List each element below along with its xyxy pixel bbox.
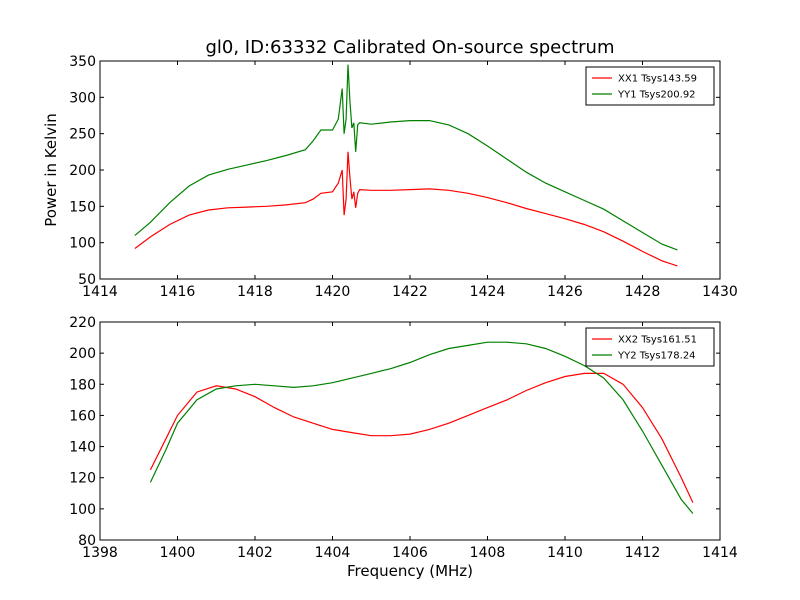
y-tick-label: 50 bbox=[78, 272, 96, 288]
x-tick-label: 1408 bbox=[470, 545, 506, 561]
x-tick-label: 1412 bbox=[625, 545, 661, 561]
y-tick-label: 200 bbox=[69, 346, 96, 362]
legend-entry: YY2 Tsys178.24 bbox=[617, 351, 696, 362]
x-tick-label: 1400 bbox=[160, 545, 196, 561]
x-tick-label: 1420 bbox=[315, 284, 351, 300]
x-tick-label: 1410 bbox=[547, 545, 583, 561]
series-line-1-0 bbox=[149, 372, 694, 503]
top-panel: 1414 1416 1418 1420 1422 1424 1426 1428 1430 50 10… bbox=[42, 54, 738, 300]
chart-title: gl0, ID:63332 Calibrated On-source spect… bbox=[205, 37, 614, 58]
y-axis-label: Power in Kelvin bbox=[42, 113, 60, 227]
x-tick-label: 1404 bbox=[315, 545, 351, 561]
x-tick-label: 1398 bbox=[82, 545, 118, 561]
legend-box bbox=[585, 327, 715, 367]
x-tick-label: 1414 bbox=[82, 284, 118, 300]
y-tick-label: 300 bbox=[69, 90, 96, 106]
legend-entry: XX1 Tsys143.59 bbox=[618, 74, 697, 85]
legend-entry: XX2 Tsys161.51 bbox=[618, 335, 697, 346]
x-axis-label: Frequency (MHz) bbox=[347, 562, 473, 580]
x-tick-label: 1418 bbox=[237, 284, 273, 300]
legend-entry: YY1 Tsys200.92 bbox=[617, 90, 696, 101]
x-tick-label: 1430 bbox=[702, 284, 738, 300]
x-tick-label: 1416 bbox=[160, 284, 196, 300]
x-tick-label: 1426 bbox=[547, 284, 583, 300]
y-tick-label: 150 bbox=[69, 199, 96, 215]
x-tick-label: 1414 bbox=[702, 545, 738, 561]
series-line-1-1 bbox=[149, 341, 694, 514]
legend: XX2 Tsys161.51 YY2 Tsys178.24 bbox=[585, 327, 715, 367]
series-line-0-0 bbox=[134, 151, 678, 267]
y-tick-label: 250 bbox=[69, 127, 96, 143]
y-tick-label: 350 bbox=[69, 54, 96, 70]
x-tick-label: 1406 bbox=[392, 545, 428, 561]
y-tick-label: 180 bbox=[69, 377, 96, 393]
bottom-panel: 1398 1400 1402 1404 1406 1408 1410 1412 1414 80 10… bbox=[69, 315, 738, 580]
legend-box bbox=[585, 66, 715, 106]
y-tick-label: 200 bbox=[69, 163, 96, 179]
y-tick-label: 100 bbox=[69, 236, 96, 252]
y-tick-label: 80 bbox=[78, 533, 96, 549]
x-tick-label: 1422 bbox=[392, 284, 428, 300]
legend: XX1 Tsys143.59 YY1 Tsys200.92 bbox=[585, 66, 715, 106]
y-tick-label: 120 bbox=[69, 471, 96, 487]
x-tick-label: 1424 bbox=[470, 284, 506, 300]
y-tick-label: 100 bbox=[69, 502, 96, 518]
series-line-0-1 bbox=[134, 64, 678, 251]
y-tick-label: 160 bbox=[69, 408, 96, 424]
y-tick-label: 140 bbox=[69, 440, 96, 456]
y-tick-label: 220 bbox=[69, 315, 96, 331]
x-tick-label: 1428 bbox=[625, 284, 661, 300]
x-tick-label: 1402 bbox=[237, 545, 273, 561]
